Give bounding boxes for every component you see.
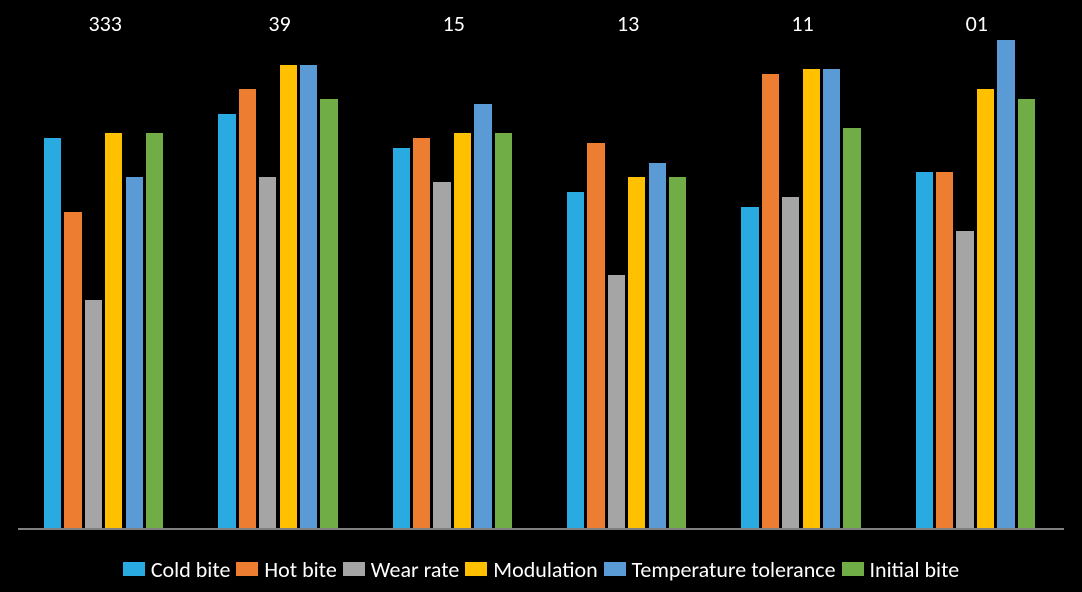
category-label: 13 (541, 10, 715, 37)
bar (782, 197, 799, 530)
legend: Cold bite Hot bite Wear rate Modulation Temp… (0, 546, 1082, 592)
legend-swatch (842, 562, 864, 576)
bar (843, 128, 860, 530)
legend-swatch (343, 562, 365, 576)
bar (567, 192, 584, 530)
bar (433, 182, 450, 530)
legend-item: Hot bite (236, 556, 336, 583)
category-label: 333 (18, 10, 192, 37)
bar (669, 177, 686, 530)
legend-item: Modulation (465, 556, 597, 583)
legend-item: Wear rate (343, 556, 460, 583)
legend-label: Wear rate (371, 556, 460, 583)
bar (85, 300, 102, 530)
bar (803, 69, 820, 530)
category-label: 11 (715, 10, 889, 37)
x-axis-line (18, 528, 1064, 530)
bar (105, 133, 122, 530)
legend-item: Cold bite (123, 556, 231, 583)
bar (239, 89, 256, 530)
plot-area: 3333915131101 (18, 6, 1064, 530)
category-label: 39 (192, 10, 366, 37)
legend-label: Modulation (493, 556, 597, 583)
category-label: 15 (367, 10, 541, 37)
bar (64, 212, 81, 531)
bar (649, 163, 666, 531)
bar (454, 133, 471, 530)
bar (762, 74, 779, 530)
bar (741, 207, 758, 530)
bar (126, 177, 143, 530)
bar (280, 65, 297, 531)
bar (956, 231, 973, 530)
category-label: 01 (890, 10, 1064, 37)
bar (218, 114, 235, 531)
bar (393, 148, 410, 530)
bar (320, 99, 337, 530)
legend-label: Initial bite (870, 556, 960, 583)
legend-item: Temperature tolerance (604, 556, 836, 583)
bar (997, 40, 1014, 530)
bar (608, 275, 625, 530)
bar (300, 65, 317, 531)
bar (587, 143, 604, 530)
bar (259, 177, 276, 530)
legend-swatch (604, 562, 626, 576)
grouped-bar-chart: 3333915131101 Cold bite Hot bite Wear rate… (0, 0, 1082, 592)
bar (977, 89, 994, 530)
bar (474, 104, 491, 530)
bar (936, 172, 953, 530)
legend-label: Cold bite (151, 556, 231, 583)
bar (146, 133, 163, 530)
bar (44, 138, 61, 530)
bar (628, 177, 645, 530)
legend-label: Hot bite (264, 556, 336, 583)
legend-label: Temperature tolerance (632, 556, 836, 583)
bar (413, 138, 430, 530)
legend-swatch (465, 562, 487, 576)
legend-swatch (236, 562, 258, 576)
bar (495, 133, 512, 530)
bar (1018, 99, 1035, 530)
bar (823, 69, 840, 530)
bar (916, 172, 933, 530)
legend-item: Initial bite (842, 556, 960, 583)
legend-swatch (123, 562, 145, 576)
